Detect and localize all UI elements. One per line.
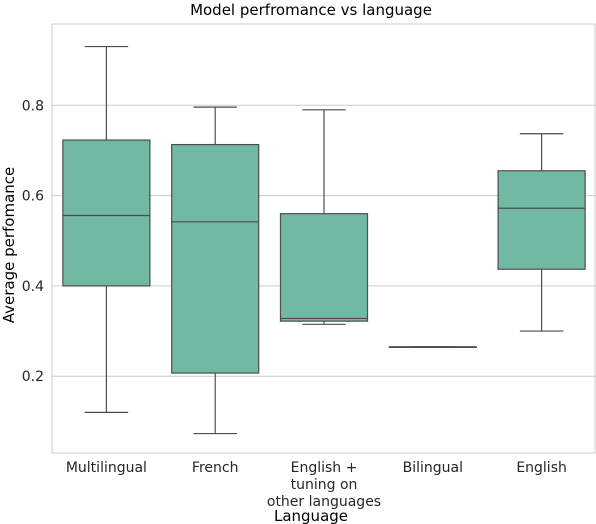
box-1 bbox=[171, 143, 260, 374]
x-tick-label-line: Bilingual bbox=[403, 460, 463, 476]
plot-area-frame bbox=[51, 23, 596, 454]
x-tick-label-0: Multilingual bbox=[66, 460, 147, 476]
x-tick-labels: Multilingual French English + tuning on othe… bbox=[66, 460, 567, 510]
box-4 bbox=[497, 170, 586, 270]
box-0 bbox=[62, 139, 151, 287]
x-tick-label-2: English + tuning on other languages bbox=[267, 460, 381, 510]
chart-title: Model perfromance vs language bbox=[190, 1, 432, 19]
x-tick-label-line: English bbox=[516, 460, 567, 476]
x-tick-label-line: English + bbox=[291, 460, 358, 476]
x-tick-label-line: tuning on bbox=[291, 477, 358, 493]
x-tick-label-line: Multilingual bbox=[66, 460, 147, 476]
y-tick-labels: 0.2 0.4 0.6 0.8 bbox=[22, 98, 44, 385]
boxes-group bbox=[62, 45, 586, 435]
x-tick-label-1: French bbox=[192, 460, 239, 476]
y-tick-label-1: 0.4 bbox=[22, 279, 44, 295]
x-tick-label-3: Bilingual bbox=[403, 460, 463, 476]
y-axis-label: Average perfomance bbox=[0, 167, 18, 324]
x-tick-label-4: English bbox=[516, 460, 567, 476]
box-2 bbox=[279, 213, 369, 322]
y-tick-label-3: 0.8 bbox=[22, 98, 44, 114]
y-tick-label-2: 0.6 bbox=[22, 189, 44, 205]
x-tick-label-line: other languages bbox=[267, 494, 381, 510]
x-axis-label: Language bbox=[274, 507, 348, 524]
y-tick-label-0: 0.2 bbox=[22, 369, 44, 385]
x-tick-label-line: French bbox=[192, 460, 239, 476]
